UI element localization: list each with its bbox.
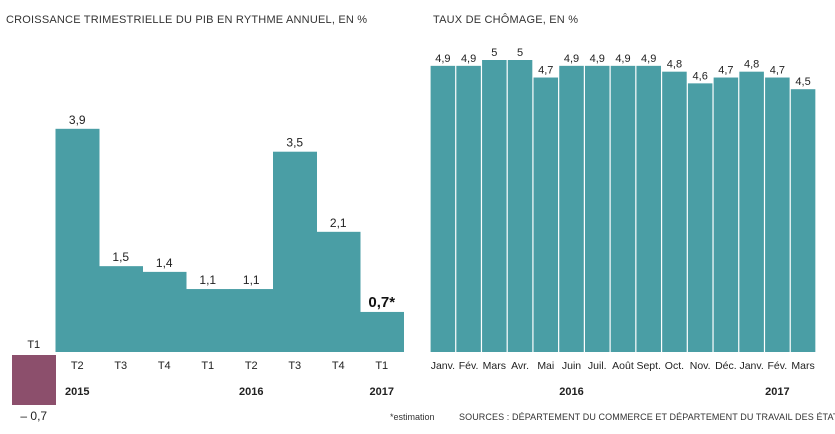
unemployment-bar bbox=[790, 89, 816, 352]
unemployment-value-label: 5 bbox=[491, 47, 497, 59]
gdp-quarter-label: T3 bbox=[288, 360, 301, 372]
unemployment-year-label: 2016 bbox=[559, 386, 583, 398]
unemployment-bar bbox=[430, 65, 456, 352]
gdp-bar bbox=[142, 271, 187, 352]
unemployment-month-label: Août bbox=[612, 360, 634, 372]
gdp-value-label: 2,1 bbox=[330, 216, 347, 230]
unemployment-month-label: Juil. bbox=[588, 360, 607, 372]
unemployment-value-label: 4,7 bbox=[718, 65, 733, 77]
unemployment-month-label: Janv. bbox=[739, 360, 763, 372]
sources-note: SOURCES : DÉPARTEMENT DU COMMERCE ET DÉP… bbox=[459, 412, 835, 422]
unemployment-bar bbox=[456, 65, 481, 352]
unemployment-bar bbox=[482, 60, 507, 352]
unemployment-bar bbox=[610, 65, 636, 352]
gdp-quarter-label: T1 bbox=[375, 360, 388, 372]
gdp-bar bbox=[55, 128, 100, 352]
gdp-bar bbox=[12, 355, 56, 405]
unemployment-month-label: Juin bbox=[562, 360, 581, 372]
unemployment-value-label: 4,9 bbox=[461, 53, 476, 65]
unemployment-month-label: Nov. bbox=[690, 360, 711, 372]
unemployment-month-label: Fév. bbox=[459, 360, 479, 372]
gdp-quarter-label: T4 bbox=[332, 360, 345, 372]
gdp-value-label: 1,5 bbox=[112, 250, 129, 264]
gdp-year-label: 2017 bbox=[370, 386, 394, 398]
gdp-bar bbox=[229, 289, 274, 352]
gdp-quarter-label: T1 bbox=[27, 339, 40, 351]
gdp-quarter-label: T4 bbox=[158, 360, 171, 372]
gdp-year-label: 2016 bbox=[239, 386, 263, 398]
gdp-quarter-label: T2 bbox=[71, 360, 84, 372]
unemployment-value-label: 4,6 bbox=[693, 70, 708, 82]
unemployment-value-label: 4,8 bbox=[744, 59, 759, 71]
unemployment-value-label: 4,7 bbox=[538, 65, 553, 77]
unemployment-bar bbox=[533, 77, 559, 353]
unemployment-value-label: 4,8 bbox=[667, 59, 682, 71]
unemployment-value-label: 5 bbox=[517, 47, 523, 59]
footnote-estimation: *estimation bbox=[390, 412, 435, 422]
gdp-quarter-label: T2 bbox=[245, 360, 258, 372]
unemployment-value-label: 4,9 bbox=[435, 53, 450, 65]
unemployment-month-label: Oct. bbox=[665, 360, 684, 372]
gdp-value-label: 0,7* bbox=[368, 294, 395, 311]
unemployment-bar bbox=[636, 65, 661, 352]
unemployment-chart-title: TAUX DE CHÔMAGE, EN % bbox=[433, 14, 579, 26]
gdp-value-label: 1,1 bbox=[243, 273, 260, 287]
unemployment-bar bbox=[765, 77, 790, 353]
gdp-bar bbox=[99, 266, 143, 352]
gdp-quarter-label: T3 bbox=[114, 360, 127, 372]
unemployment-month-label: Avr. bbox=[511, 360, 529, 372]
unemployment-value-label: 4,9 bbox=[590, 53, 605, 65]
unemployment-month-label: Janv. bbox=[431, 360, 455, 372]
gdp-bar bbox=[316, 231, 361, 352]
unemployment-year-label: 2017 bbox=[765, 386, 789, 398]
gdp-chart-title: CROISSANCE TRIMESTRIELLE DU PIB EN RYTHM… bbox=[6, 14, 368, 26]
unemployment-value-label: 4,7 bbox=[770, 65, 785, 77]
unemployment-value-label: 4,9 bbox=[641, 53, 656, 65]
unemployment-month-label: Sept. bbox=[636, 360, 661, 372]
gdp-value-label: 3,5 bbox=[286, 136, 303, 150]
gdp-bar bbox=[273, 151, 317, 352]
gdp-value-label: 3,9 bbox=[69, 113, 86, 127]
unemployment-month-label: Mai bbox=[537, 360, 554, 372]
unemployment-month-label: Fév. bbox=[768, 360, 788, 372]
gdp-year-label: 2015 bbox=[65, 386, 89, 398]
gdp-value-label: 1,4 bbox=[156, 256, 173, 270]
unemployment-bar bbox=[507, 60, 533, 352]
gdp-bar bbox=[360, 311, 404, 352]
unemployment-month-label: Mars bbox=[791, 360, 814, 372]
unemployment-bar bbox=[687, 83, 713, 353]
unemployment-month-label: Déc. bbox=[715, 360, 737, 372]
unemployment-bar bbox=[584, 65, 610, 352]
gdp-value-label: – 0,7 bbox=[20, 409, 47, 423]
unemployment-bar bbox=[559, 65, 584, 352]
unemployment-value-label: 4,5 bbox=[795, 76, 810, 88]
unemployment-value-label: 4,9 bbox=[615, 53, 630, 65]
unemployment-month-label: Mars bbox=[483, 360, 506, 372]
unemployment-bar bbox=[739, 71, 764, 353]
gdp-value-label: 1,1 bbox=[199, 273, 216, 287]
unemployment-bar bbox=[662, 71, 687, 353]
unemployment-bar bbox=[713, 77, 739, 353]
gdp-quarter-label: T1 bbox=[201, 360, 214, 372]
unemployment-value-label: 4,9 bbox=[564, 53, 579, 65]
gdp-bar bbox=[186, 289, 230, 352]
